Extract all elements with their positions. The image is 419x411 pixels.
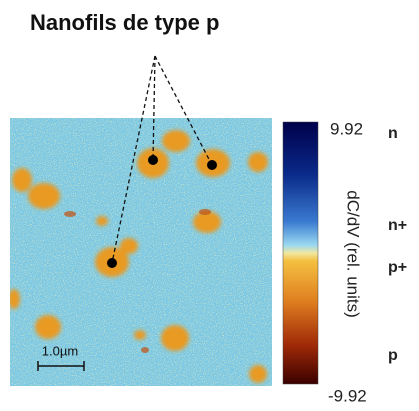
scan-image: [10, 118, 272, 386]
pointer-lines: [111, 55, 213, 264]
level-label: p+: [388, 259, 407, 276]
colorbar: [282, 121, 319, 385]
colorbar-max: 9.92: [330, 119, 363, 138]
colorbar-label: dC/dV (rel. units): [344, 190, 363, 318]
scale-bar: 1.0µm: [37, 343, 85, 371]
level-label: n: [388, 125, 398, 142]
colorbar-min: -9.92: [328, 386, 367, 405]
title: Nanofils de type p: [30, 10, 219, 35]
nanowire-dots: [107, 155, 217, 268]
level-label: n+: [388, 217, 407, 234]
level-label: p: [388, 347, 398, 364]
scale-bar-label: 1.0µm: [42, 343, 78, 358]
